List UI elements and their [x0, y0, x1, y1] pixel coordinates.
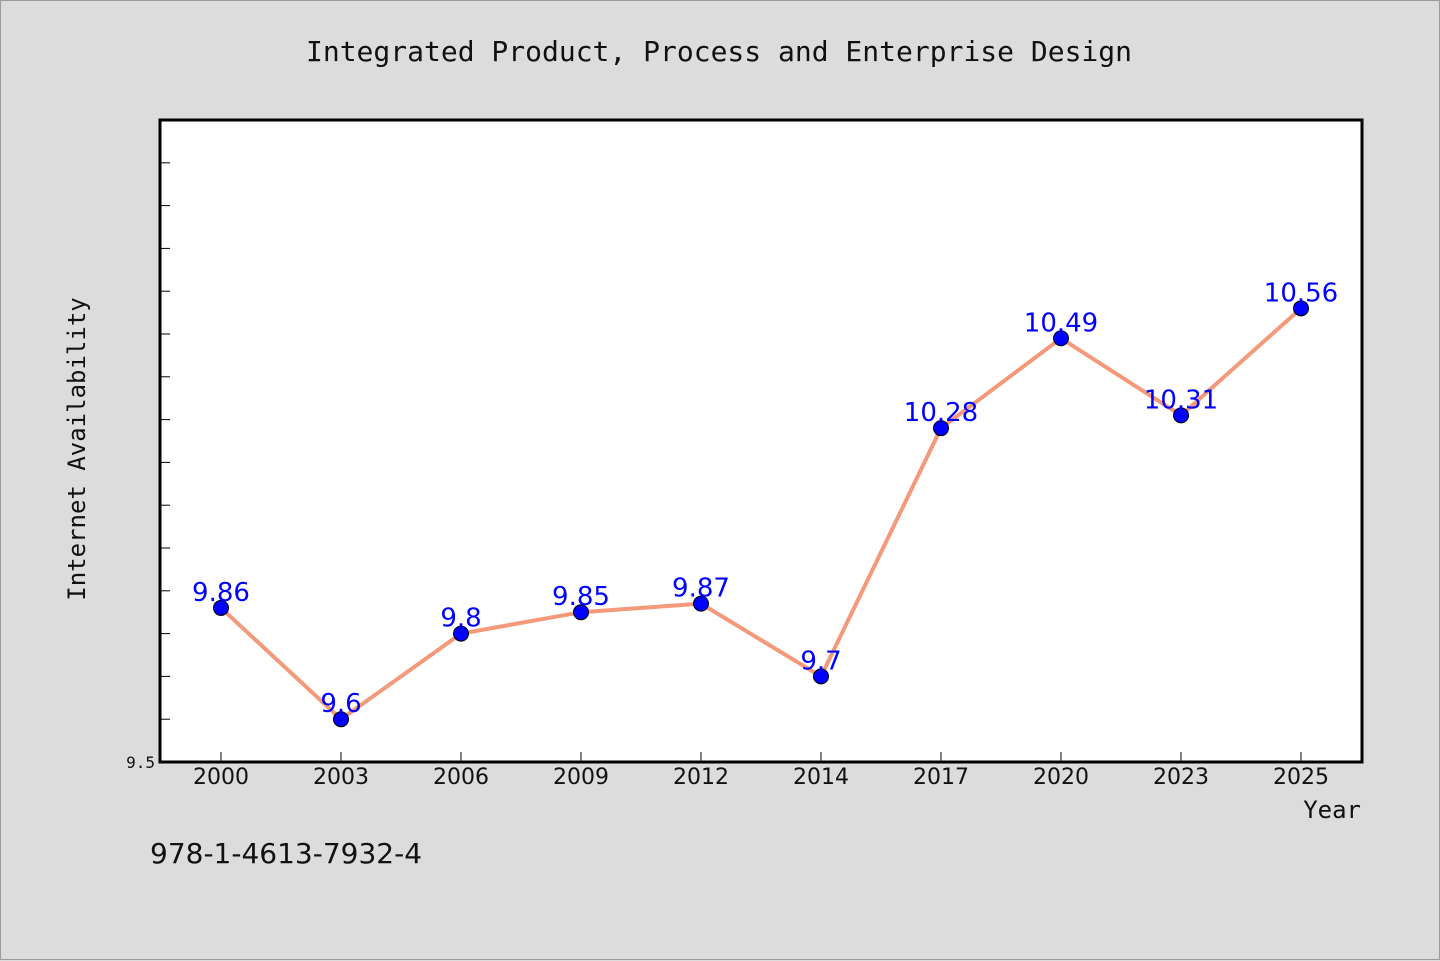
x-axis-label: Year	[1303, 796, 1361, 824]
plot-area	[158, 118, 1364, 764]
data-labels: 9.86 9.6 9.8 9.85 9.87 9.7 10.28 10.49 10.31 10.5…	[192, 278, 1338, 719]
x-tick-label: 2000	[193, 765, 249, 790]
data-label: 9.85	[552, 582, 610, 612]
data-point	[1053, 330, 1069, 347]
data-label: 10.28	[904, 398, 978, 428]
x-tick-label: 2014	[793, 765, 849, 790]
series-layer	[213, 300, 1309, 728]
data-point	[1293, 300, 1309, 317]
x-tick-label: 2009	[553, 765, 609, 790]
y-tick-label: 9.5	[126, 753, 155, 772]
data-label: 9.87	[672, 574, 730, 604]
data-point	[573, 604, 589, 621]
x-tick-label: 2020	[1033, 765, 1089, 790]
x-tick-label: 2003	[313, 765, 369, 790]
y-axis-label: Internet Availability	[63, 297, 91, 600]
data-label: 9.7	[800, 646, 841, 676]
x-tick-label: 2012	[673, 765, 729, 790]
data-point	[813, 668, 829, 685]
data-point	[693, 595, 709, 612]
series-line	[219, 306, 1303, 722]
data-point	[333, 711, 349, 728]
data-label: 10.49	[1024, 308, 1098, 338]
x-tick-label: 2025	[1273, 765, 1329, 790]
data-point	[1173, 407, 1189, 424]
data-label: 10.56	[1264, 278, 1338, 308]
data-label: 9.8	[440, 604, 481, 634]
data-point	[933, 420, 949, 437]
data-label: 9.86	[192, 578, 250, 608]
data-label: 10.31	[1144, 385, 1218, 415]
data-point	[213, 599, 229, 616]
x-tick-label: 2006	[433, 765, 489, 790]
chart-title: Integrated Product, Process and Enterpri…	[306, 35, 1132, 68]
x-axis-ticks: 2000 2003 2006 2009 2012 2014 2017 2020 2023 2025	[193, 752, 1329, 790]
data-point	[453, 625, 469, 642]
data-label: 9.6	[320, 689, 361, 719]
x-tick-label: 2023	[1153, 765, 1209, 790]
x-tick-label: 2017	[913, 765, 969, 790]
y-axis-ticks: 9.5	[126, 162, 170, 772]
isbn-text: 978-1-4613-7932-4	[150, 837, 422, 870]
